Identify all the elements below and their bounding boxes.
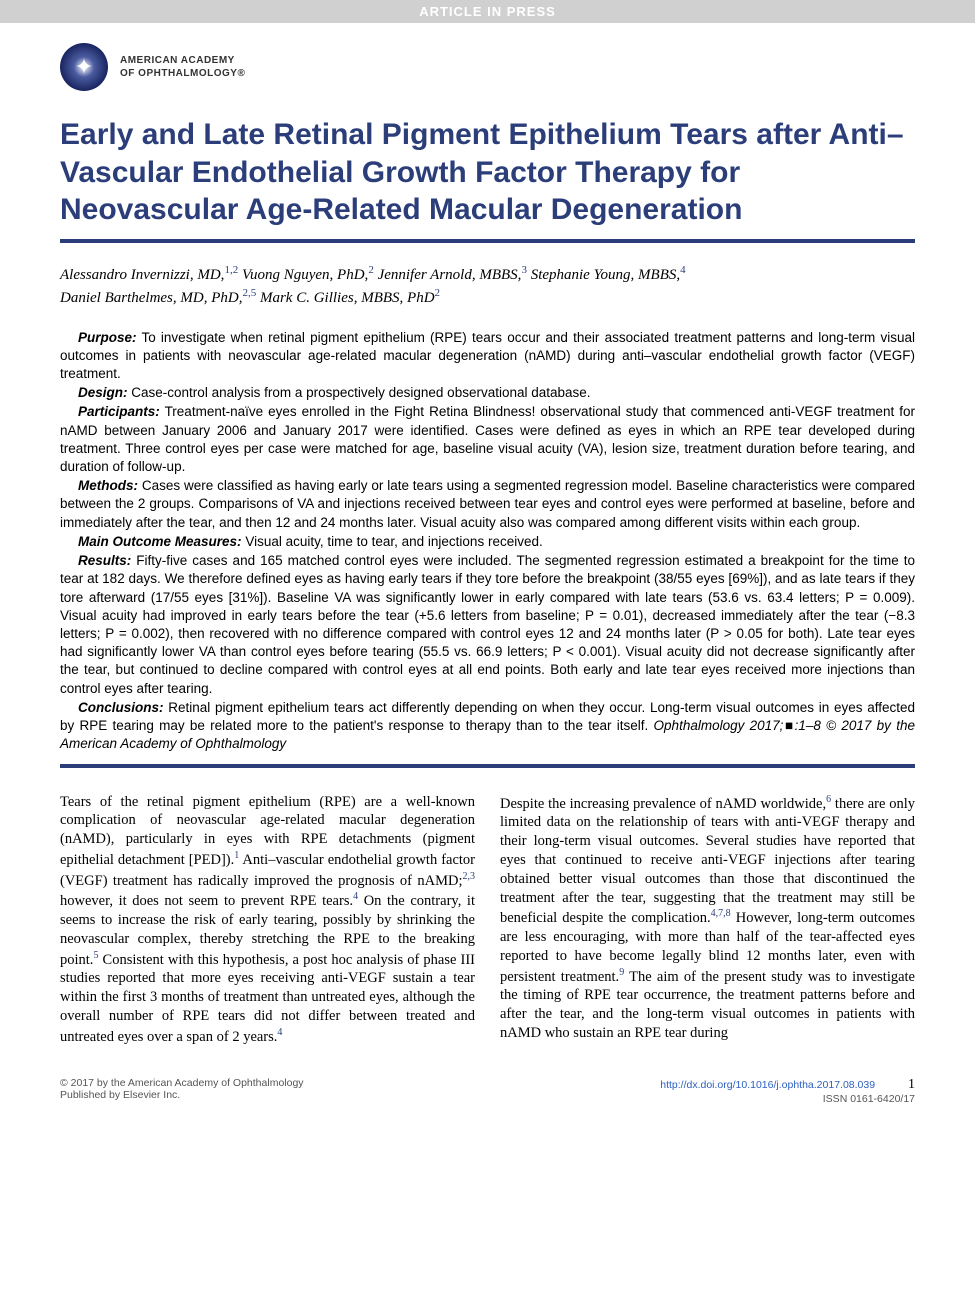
abstract-methods: Methods: Cases were classified as having…: [60, 477, 915, 532]
publisher: Published by Elsevier Inc.: [60, 1089, 304, 1101]
body-paragraph: Tears of the retinal pigment epithelium …: [60, 793, 475, 1047]
abstract-participants: Participants: Treatment-naïve eyes enrol…: [60, 403, 915, 476]
body-column-left: Tears of the retinal pigment epithelium …: [60, 793, 475, 1047]
copyright: © 2017 by the American Academy of Ophtha…: [60, 1077, 304, 1089]
author: Alessandro Invernizzi, MD,: [60, 267, 224, 283]
affiliation-sup: 2,5: [242, 287, 256, 299]
author: Daniel Barthelmes, MD, PhD,: [60, 290, 242, 306]
title-block: Early and Late Retinal Pigment Epitheliu…: [0, 116, 975, 229]
abstract-divider: [60, 764, 915, 768]
org-name: AMERICAN ACADEMY OF OPHTHALMOLOGY®: [120, 54, 245, 80]
affiliation-sup: 2: [435, 287, 441, 299]
author: Stephanie Young, MBBS,: [531, 267, 680, 283]
ref-citation: 2,3: [463, 871, 476, 882]
abstract-design: Design: Case-control analysis from a pro…: [60, 384, 915, 402]
org-line1: AMERICAN ACADEMY: [120, 55, 235, 66]
abstract-results: Results: Fifty-five cases and 165 matche…: [60, 552, 915, 698]
author-list: Alessandro Invernizzi, MD,1,2 Vuong Nguy…: [0, 263, 975, 309]
aao-logo-icon: [60, 43, 108, 91]
abstract-purpose: Purpose: To investigate when retinal pig…: [60, 329, 915, 384]
article-status-banner: ARTICLE IN PRESS: [0, 0, 975, 23]
journal-header: AMERICAN ACADEMY OF OPHTHALMOLOGY®: [0, 43, 975, 91]
affiliation-sup: 2: [368, 264, 374, 276]
affiliation-sup: 4: [680, 264, 686, 276]
page-footer: © 2017 by the American Academy of Ophtha…: [0, 1047, 975, 1125]
ref-citation: 4,7,8: [711, 908, 731, 919]
issn: ISSN 0161-6420/17: [823, 1093, 915, 1105]
article-title: Early and Late Retinal Pigment Epitheliu…: [60, 116, 915, 229]
ref-citation: 4: [277, 1027, 282, 1038]
body-columns: Tears of the retinal pigment epithelium …: [0, 793, 975, 1047]
affiliation-sup: 1,2: [224, 264, 238, 276]
page-number: 1: [908, 1077, 915, 1092]
footer-right: http://dx.doi.org/10.1016/j.ophtha.2017.…: [660, 1077, 915, 1105]
abstract-outcomes: Main Outcome Measures: Visual acuity, ti…: [60, 533, 915, 551]
abstract-conclusions: Conclusions: Retinal pigment epithelium …: [60, 699, 915, 754]
footer-left: © 2017 by the American Academy of Ophtha…: [60, 1077, 304, 1105]
org-line2: OF OPHTHALMOLOGY®: [120, 68, 245, 79]
doi-link[interactable]: http://dx.doi.org/10.1016/j.ophtha.2017.…: [660, 1079, 875, 1091]
title-divider: [60, 239, 915, 243]
body-paragraph: Despite the increasing prevalence of nAM…: [500, 793, 915, 1043]
body-column-right: Despite the increasing prevalence of nAM…: [500, 793, 915, 1047]
author: Vuong Nguyen, PhD,: [242, 267, 368, 283]
author: Mark C. Gillies, MBBS, PhD: [260, 290, 435, 306]
affiliation-sup: 3: [521, 264, 527, 276]
abstract: Purpose: To investigate when retinal pig…: [0, 329, 975, 754]
author: Jennifer Arnold, MBBS,: [378, 267, 522, 283]
